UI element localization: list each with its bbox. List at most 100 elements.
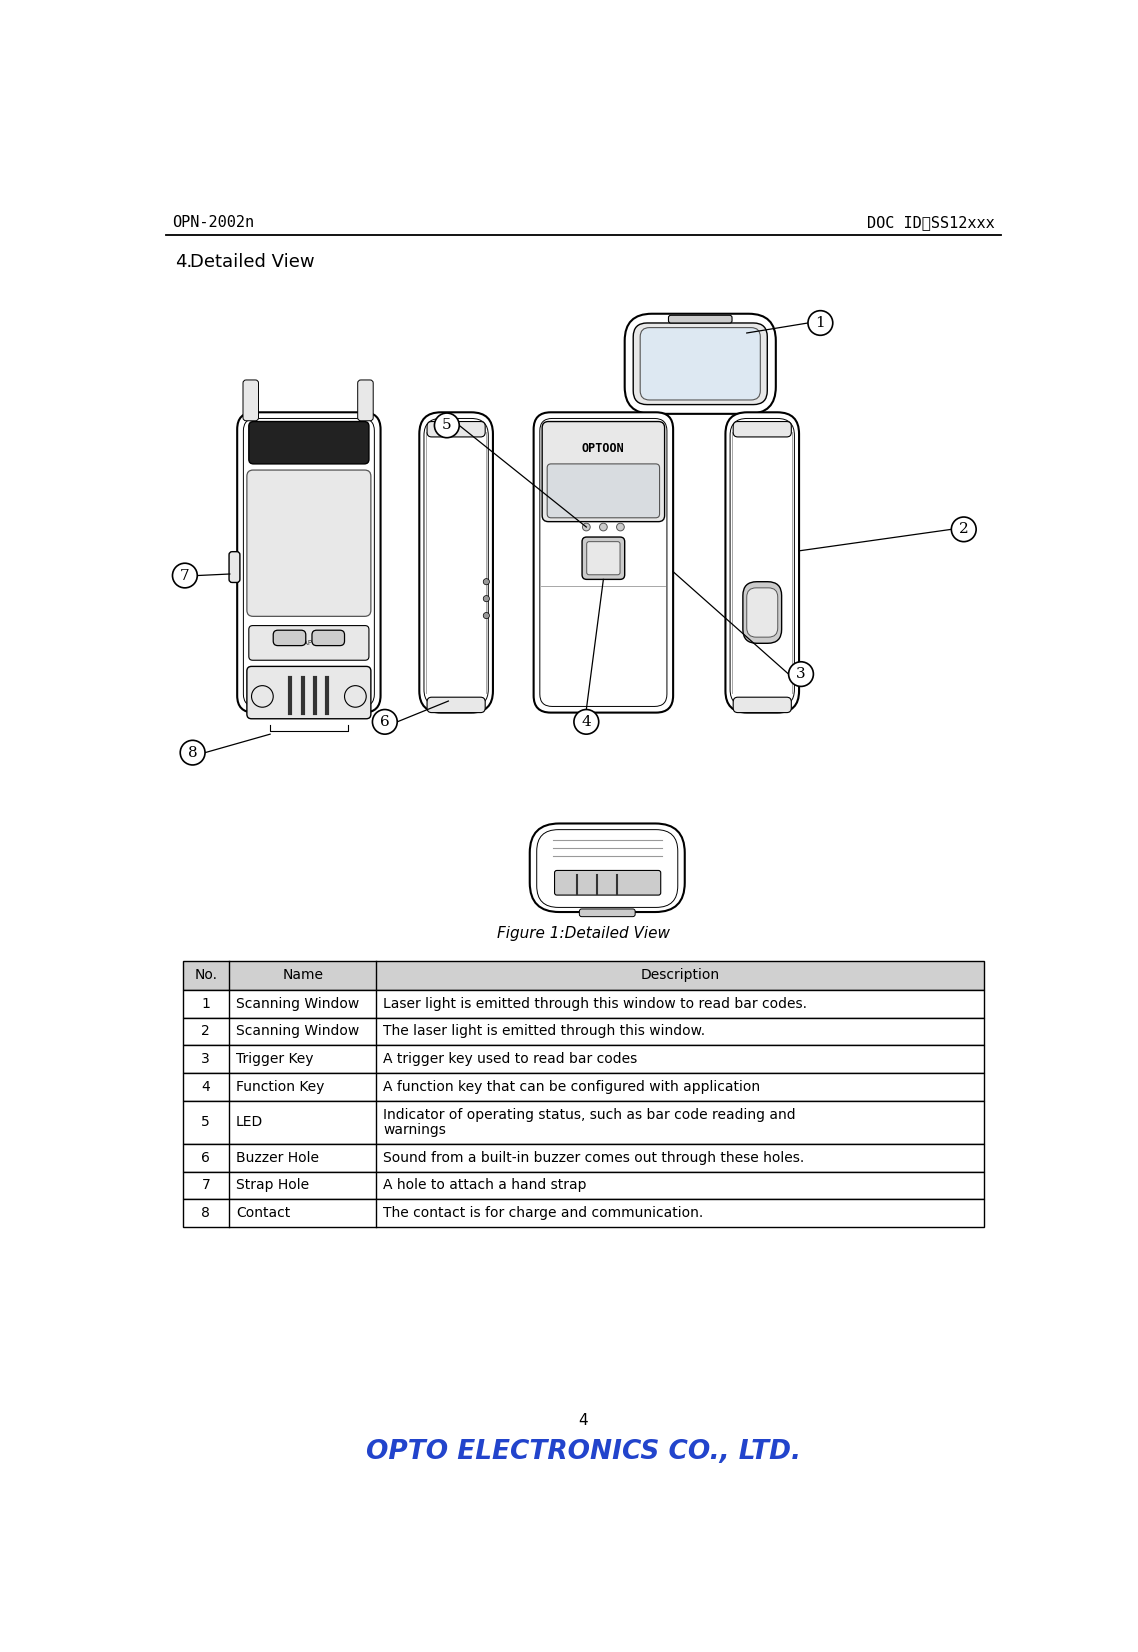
Text: DOC ID：SS12xxx: DOC ID：SS12xxx — [867, 215, 995, 230]
FancyBboxPatch shape — [633, 324, 767, 405]
Text: 4: 4 — [578, 1412, 588, 1427]
FancyBboxPatch shape — [725, 413, 799, 712]
Text: Name: Name — [282, 968, 323, 983]
FancyBboxPatch shape — [312, 629, 345, 646]
FancyBboxPatch shape — [547, 464, 660, 517]
Text: OPN-2002n: OPN-2002n — [172, 215, 254, 230]
Bar — [182, 1171, 984, 1199]
Text: No.: No. — [195, 968, 217, 983]
Text: 6: 6 — [201, 1151, 211, 1165]
Text: The laser light is emitted through this window.: The laser light is emitted through this … — [384, 1024, 706, 1039]
Text: Buzzer Hole: Buzzer Hole — [236, 1151, 319, 1165]
FancyBboxPatch shape — [427, 697, 485, 712]
Circle shape — [617, 524, 625, 530]
FancyBboxPatch shape — [357, 380, 373, 421]
FancyBboxPatch shape — [733, 421, 791, 436]
Circle shape — [251, 686, 273, 707]
FancyBboxPatch shape — [427, 421, 485, 436]
Text: A function key that can be configured with application: A function key that can be configured wi… — [384, 1080, 760, 1094]
Text: Scanning Window: Scanning Window — [236, 1024, 360, 1039]
FancyBboxPatch shape — [582, 537, 625, 580]
Text: OPTOON: OPTOON — [582, 443, 625, 454]
FancyBboxPatch shape — [554, 871, 661, 895]
FancyBboxPatch shape — [244, 380, 258, 421]
Text: Figure 1:Detailed View: Figure 1:Detailed View — [496, 927, 670, 942]
Circle shape — [484, 578, 489, 585]
Text: 4.: 4. — [175, 253, 192, 271]
Text: Contact: Contact — [236, 1206, 290, 1221]
FancyBboxPatch shape — [747, 588, 777, 638]
Circle shape — [345, 686, 366, 707]
Text: Trigger Key: Trigger Key — [236, 1052, 314, 1066]
Text: 8: 8 — [188, 745, 197, 760]
Circle shape — [600, 524, 608, 530]
Bar — [182, 1018, 984, 1046]
Text: 4: 4 — [582, 715, 592, 729]
Text: A hole to attach a hand strap: A hole to attach a hand strap — [384, 1178, 587, 1193]
Circle shape — [180, 740, 205, 765]
Circle shape — [173, 563, 197, 588]
Text: Sound from a built-in buzzer comes out through these holes.: Sound from a built-in buzzer comes out t… — [384, 1151, 805, 1165]
Text: 5: 5 — [201, 1115, 211, 1130]
Bar — [182, 1143, 984, 1171]
FancyBboxPatch shape — [247, 666, 371, 719]
FancyBboxPatch shape — [587, 542, 620, 575]
Text: 7: 7 — [201, 1178, 211, 1193]
FancyBboxPatch shape — [534, 413, 673, 712]
FancyBboxPatch shape — [229, 552, 240, 583]
Bar — [182, 960, 984, 990]
FancyBboxPatch shape — [237, 413, 380, 712]
Circle shape — [372, 709, 397, 733]
Text: 2: 2 — [959, 522, 968, 537]
Circle shape — [583, 524, 591, 530]
Text: 3: 3 — [201, 1052, 211, 1066]
Bar — [182, 990, 984, 1018]
Text: Function Key: Function Key — [236, 1080, 324, 1094]
Circle shape — [435, 413, 460, 438]
FancyBboxPatch shape — [579, 909, 635, 917]
FancyBboxPatch shape — [249, 421, 369, 464]
FancyBboxPatch shape — [625, 314, 776, 415]
FancyBboxPatch shape — [273, 629, 306, 646]
Text: LED: LED — [236, 1115, 263, 1130]
Text: A trigger key used to read bar codes: A trigger key used to read bar codes — [384, 1052, 637, 1066]
Text: Scanning Window: Scanning Window — [236, 996, 360, 1011]
Circle shape — [484, 613, 489, 618]
Circle shape — [789, 662, 814, 687]
FancyBboxPatch shape — [743, 582, 782, 643]
Circle shape — [951, 517, 976, 542]
Text: 1: 1 — [201, 996, 211, 1011]
Text: 3: 3 — [797, 667, 806, 681]
Text: 2: 2 — [201, 1024, 211, 1039]
FancyBboxPatch shape — [641, 327, 760, 400]
Text: 6: 6 — [380, 715, 389, 729]
Bar — [182, 1072, 984, 1100]
FancyBboxPatch shape — [530, 823, 685, 912]
Circle shape — [484, 596, 489, 601]
Text: STRAP: STRAP — [290, 639, 312, 646]
Text: 5: 5 — [442, 418, 452, 433]
Text: Description: Description — [641, 968, 719, 983]
FancyBboxPatch shape — [247, 471, 371, 616]
Circle shape — [808, 311, 833, 335]
Text: The contact is for charge and communication.: The contact is for charge and communicat… — [384, 1206, 703, 1221]
FancyBboxPatch shape — [733, 697, 791, 712]
FancyBboxPatch shape — [668, 316, 732, 324]
Text: Laser light is emitted through this window to read bar codes.: Laser light is emitted through this wind… — [384, 996, 807, 1011]
Text: 8: 8 — [201, 1206, 211, 1221]
Text: Indicator of operating status, such as bar code reading and: Indicator of operating status, such as b… — [384, 1107, 795, 1122]
Text: Strap Hole: Strap Hole — [236, 1178, 310, 1193]
FancyBboxPatch shape — [542, 421, 665, 522]
Text: OPTO ELECTRONICS CO., LTD.: OPTO ELECTRONICS CO., LTD. — [365, 1439, 801, 1465]
Bar — [182, 1046, 984, 1072]
Bar — [182, 1199, 984, 1227]
Text: warnings: warnings — [384, 1123, 446, 1137]
Text: Detailed View: Detailed View — [190, 253, 315, 271]
Bar — [182, 1100, 984, 1143]
Circle shape — [574, 709, 599, 733]
Text: 4: 4 — [201, 1080, 211, 1094]
FancyBboxPatch shape — [419, 413, 493, 712]
FancyBboxPatch shape — [249, 626, 369, 661]
Text: 7: 7 — [180, 568, 190, 583]
Text: 1: 1 — [816, 316, 825, 330]
